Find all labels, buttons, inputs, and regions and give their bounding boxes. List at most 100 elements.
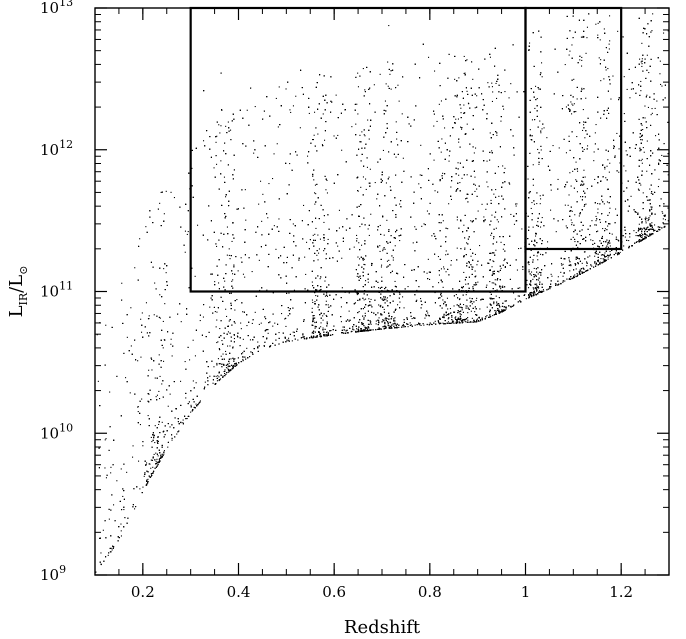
data-point	[605, 177, 607, 179]
data-point	[230, 129, 232, 131]
data-point	[366, 166, 368, 168]
data-point	[489, 56, 491, 58]
data-point	[645, 236, 647, 238]
data-point	[606, 165, 608, 167]
data-point	[244, 276, 246, 278]
data-point	[662, 212, 664, 214]
data-point	[147, 478, 149, 480]
data-point	[384, 296, 386, 298]
data-point	[134, 508, 136, 510]
data-point	[161, 383, 163, 385]
data-point	[637, 188, 639, 190]
data-point	[616, 132, 618, 134]
data-point	[190, 404, 192, 406]
data-point	[437, 256, 439, 258]
data-point	[167, 405, 169, 407]
data-point	[644, 117, 646, 119]
data-point	[493, 261, 495, 263]
data-point	[286, 339, 288, 341]
data-point	[576, 136, 578, 138]
data-point	[158, 459, 160, 461]
data-point	[311, 281, 313, 283]
data-point	[535, 232, 537, 234]
data-point	[170, 191, 172, 193]
data-point	[130, 307, 132, 309]
data-point	[499, 312, 501, 314]
data-point	[469, 248, 471, 250]
data-point	[649, 215, 651, 217]
data-point	[503, 309, 505, 311]
data-point	[531, 271, 533, 273]
data-point	[654, 107, 656, 109]
data-point	[274, 322, 276, 324]
data-point	[581, 262, 583, 264]
data-point	[361, 244, 363, 246]
data-point	[465, 294, 467, 296]
data-point	[516, 203, 518, 205]
data-point	[165, 190, 167, 192]
data-point	[667, 30, 669, 32]
data-point	[150, 467, 152, 469]
data-point	[323, 335, 325, 337]
data-point	[537, 273, 539, 275]
data-point	[623, 76, 625, 78]
data-point	[574, 241, 576, 243]
data-point	[600, 80, 602, 82]
data-point	[227, 331, 229, 333]
data-point	[648, 72, 650, 74]
data-point	[562, 275, 564, 277]
data-point	[550, 209, 552, 211]
data-point	[156, 458, 158, 460]
data-point	[137, 406, 139, 408]
data-point	[450, 186, 452, 188]
data-point	[359, 226, 361, 228]
data-point	[384, 325, 386, 327]
data-point	[535, 85, 537, 87]
data-point	[583, 205, 585, 207]
data-point	[386, 297, 388, 299]
data-point	[594, 262, 596, 264]
data-point	[242, 358, 244, 360]
data-point	[650, 114, 652, 116]
data-point	[363, 258, 365, 260]
data-point	[570, 219, 572, 221]
data-point	[379, 73, 381, 75]
data-point	[459, 182, 461, 184]
data-point	[162, 320, 164, 322]
data-point	[597, 34, 599, 36]
data-point	[560, 271, 562, 273]
data-point	[278, 332, 280, 334]
data-point	[105, 324, 107, 326]
data-point	[160, 191, 162, 193]
data-point	[609, 253, 611, 255]
data-point	[159, 457, 161, 459]
data-point	[217, 341, 219, 343]
data-point	[170, 338, 172, 340]
data-point	[351, 126, 353, 128]
data-point	[159, 202, 161, 204]
data-point	[403, 307, 405, 309]
data-point	[467, 317, 469, 319]
data-point	[313, 179, 315, 181]
data-point	[538, 252, 540, 254]
data-point	[436, 120, 438, 122]
data-point	[314, 233, 316, 235]
data-point	[125, 377, 127, 379]
data-point	[495, 310, 497, 312]
data-point	[289, 163, 291, 165]
data-point	[463, 224, 465, 226]
data-point	[574, 264, 576, 266]
data-point	[543, 290, 545, 292]
data-point	[218, 376, 220, 378]
data-point	[226, 254, 228, 256]
data-point	[152, 472, 154, 474]
data-point	[628, 240, 630, 242]
data-point	[389, 327, 391, 329]
data-point	[194, 355, 196, 357]
data-point	[434, 70, 436, 72]
data-point	[465, 305, 467, 307]
data-point	[461, 177, 463, 179]
data-point	[318, 252, 320, 254]
data-point	[379, 305, 381, 307]
data-point	[444, 127, 446, 129]
